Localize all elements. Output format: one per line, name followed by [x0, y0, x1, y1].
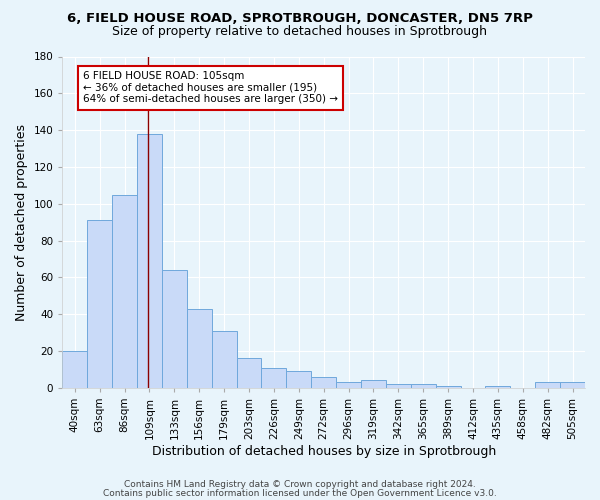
Text: Contains public sector information licensed under the Open Government Licence v3: Contains public sector information licen…: [103, 488, 497, 498]
Text: Size of property relative to detached houses in Sprotbrough: Size of property relative to detached ho…: [113, 25, 487, 38]
Bar: [62, 351, 87, 388]
Bar: [336, 382, 361, 388]
X-axis label: Distribution of detached houses by size in Sprotbrough: Distribution of detached houses by size …: [152, 444, 496, 458]
Bar: [485, 386, 511, 388]
Bar: [286, 371, 311, 388]
Bar: [87, 220, 112, 388]
Text: 6, FIELD HOUSE ROAD, SPROTBROUGH, DONCASTER, DN5 7RP: 6, FIELD HOUSE ROAD, SPROTBROUGH, DONCAS…: [67, 12, 533, 26]
Bar: [162, 270, 187, 388]
Bar: [236, 358, 262, 388]
Bar: [112, 194, 137, 388]
Bar: [212, 330, 236, 388]
Bar: [262, 368, 286, 388]
Bar: [361, 380, 386, 388]
Bar: [560, 382, 585, 388]
Bar: [411, 384, 436, 388]
Text: 6 FIELD HOUSE ROAD: 105sqm
← 36% of detached houses are smaller (195)
64% of sem: 6 FIELD HOUSE ROAD: 105sqm ← 36% of deta…: [83, 71, 338, 104]
Y-axis label: Number of detached properties: Number of detached properties: [15, 124, 28, 320]
Bar: [436, 386, 461, 388]
Bar: [137, 134, 162, 388]
Bar: [386, 384, 411, 388]
Text: Contains HM Land Registry data © Crown copyright and database right 2024.: Contains HM Land Registry data © Crown c…: [124, 480, 476, 489]
Bar: [311, 376, 336, 388]
Bar: [187, 308, 212, 388]
Bar: [535, 382, 560, 388]
